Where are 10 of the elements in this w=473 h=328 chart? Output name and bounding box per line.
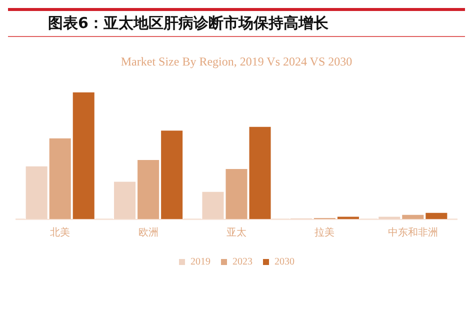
x-tick-label: 北美 xyxy=(50,226,70,239)
chart-title: 图表6：亚太地区肝病诊断市场保持高增长 xyxy=(8,8,465,37)
legend-label: 2030 xyxy=(274,256,294,268)
x-tick-label: 中东和非洲 xyxy=(388,226,438,239)
legend-label: 2023 xyxy=(232,256,252,268)
legend-label: 2019 xyxy=(190,256,210,268)
x-tick-label: 拉美 xyxy=(314,226,335,239)
x-tick-label: 亚太 xyxy=(226,226,246,239)
chart-subtitle: Market Size By Region, 2019 Vs 2024 VS 2030 xyxy=(120,54,352,68)
x-tick-label: 欧洲 xyxy=(138,226,158,239)
